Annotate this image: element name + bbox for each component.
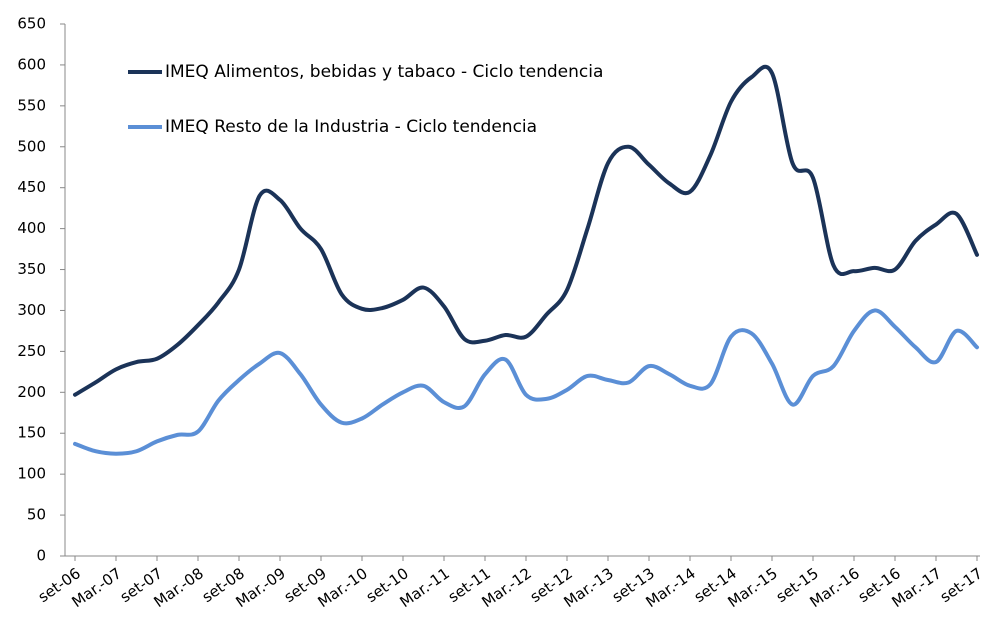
legend-label: IMEQ Alimentos, bebidas y tabaco - Ciclo… [165, 62, 603, 82]
y-tick-label: 550 [17, 96, 46, 114]
series-line [73, 64, 979, 397]
series-line [73, 308, 979, 456]
x-tick-label: set-17 [937, 564, 982, 606]
y-tick-label: 250 [17, 342, 46, 360]
y-tick-label: 600 [17, 55, 46, 73]
y-tick-label: 350 [17, 260, 46, 278]
y-tick-label: 0 [36, 547, 46, 565]
y-tick-label: 200 [17, 383, 46, 401]
y-tick-label: 150 [17, 424, 46, 442]
y-tick-label: 650 [17, 15, 46, 33]
y-tick-label: 400 [17, 219, 46, 237]
y-tick-label: 450 [17, 178, 46, 196]
y-tick-label: 50 [27, 506, 46, 524]
y-tick-label: 500 [17, 137, 46, 155]
y-tick-label: 100 [17, 465, 46, 483]
legend-label: IMEQ Resto de la Industria - Ciclo tende… [165, 117, 537, 137]
y-tick-label: 300 [17, 301, 46, 319]
